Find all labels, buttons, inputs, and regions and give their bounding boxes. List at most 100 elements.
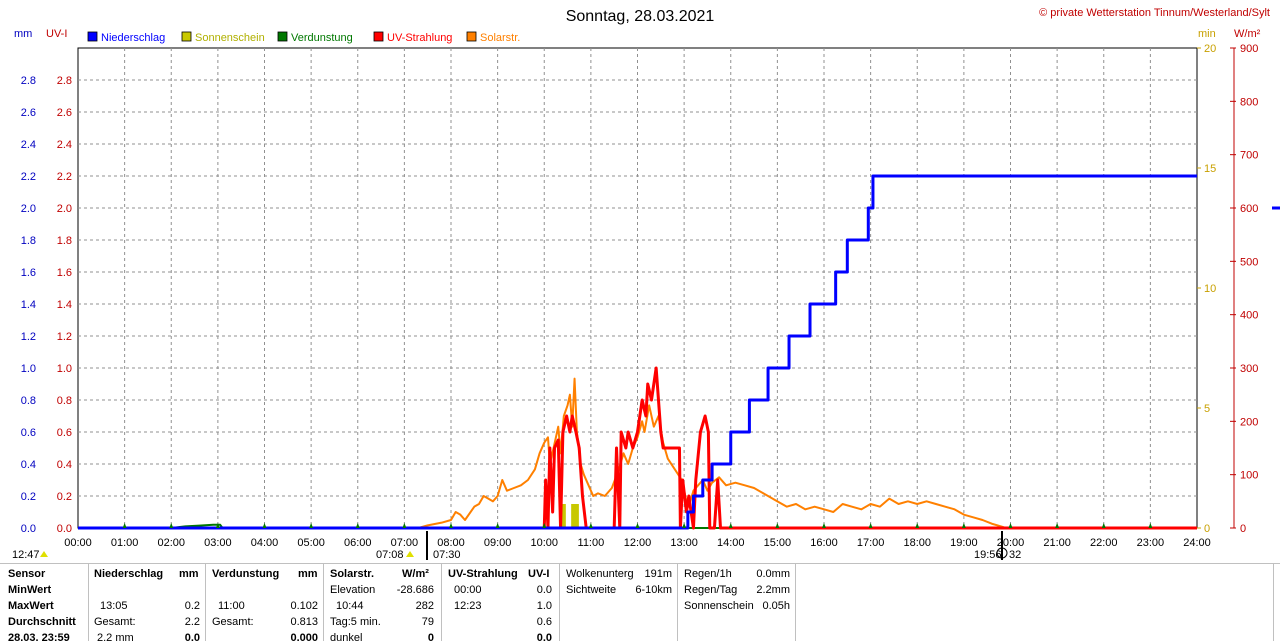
baseline-marker [1055, 523, 1060, 528]
baseline-marker [961, 523, 966, 528]
series-line-uvstrahlung [78, 366, 1197, 530]
baseline-marker [262, 523, 267, 528]
x-tick-label: 17:00 [857, 537, 885, 549]
niederschlag-header: Niederschlag [94, 568, 164, 580]
baseline-marker [868, 523, 873, 528]
sunshine-bar [571, 504, 576, 528]
y-tick-label-min: 0 [1204, 523, 1210, 535]
solar-elevation-value: -28.686 [396, 584, 434, 596]
y-tick-label-uvi: 1.2 [57, 331, 72, 343]
y-tick-label-mm: 1.0 [21, 363, 36, 375]
row-label-min: MinWert [8, 584, 52, 596]
unit-label-uvi: UV-I [46, 28, 67, 40]
x-tick-label: 07:00 [391, 537, 419, 549]
y-tick-label-wm2: 0 [1240, 523, 1246, 535]
uv-avg-value: 0.6 [536, 616, 552, 628]
sonnenschein-label: Sonnenschein [684, 600, 754, 612]
verdunstung-unit: mm [298, 568, 318, 580]
legend-label: Niederschlag [101, 32, 165, 44]
uv-min-value: 0.0 [536, 584, 552, 596]
y-tick-label-mm: 0.4 [21, 459, 36, 471]
sunset-time-label: 19:56 [974, 549, 1002, 561]
table-separator [677, 563, 678, 641]
y-tick-label-mm: 1.6 [21, 267, 36, 279]
y-tick-label-uvi: 0.6 [57, 427, 72, 439]
table-separator [795, 563, 796, 641]
uv-max-time: 12:23 [454, 600, 482, 612]
uv-min-time: 00:00 [454, 584, 482, 596]
solar-header: Solarstr. [330, 568, 375, 580]
series-line-niederschlag [78, 174, 1197, 530]
table-separator [88, 563, 89, 641]
solar-day-label: Tag:5 min. [330, 616, 381, 628]
uv-header: UV-Strahlung [448, 568, 518, 580]
y-tick-label-uvi: 2.8 [57, 75, 72, 87]
sunrise-icon [406, 551, 414, 557]
row-label-avg: Durchschnitt [8, 616, 76, 628]
baseline-marker [915, 523, 920, 528]
sunshine-bar [561, 504, 566, 528]
x-tick-label: 21:00 [1043, 537, 1071, 549]
baseline-marker [122, 523, 127, 528]
row-label-current: 28.03. 23:59 [8, 632, 70, 644]
y-tick-label-wm2: 700 [1240, 150, 1258, 162]
niederschlag-unit: mm [179, 568, 199, 580]
row-label-max: MaxWert [8, 600, 54, 612]
regen-tag-value: 2.2mm [756, 584, 790, 596]
niederschlag-current-sum: 2.2 mm [97, 632, 134, 644]
weather-chart: Sonntag, 28.03.2021 © private Wetterstati… [12, 7, 1280, 561]
baseline-marker [169, 523, 174, 528]
baseline-marker [402, 523, 407, 528]
y-tick-label-mm: 2.8 [21, 75, 36, 87]
y-tick-label-mm: 0.8 [21, 395, 36, 407]
y-tick-label-min: 20 [1204, 43, 1216, 55]
legend-label: UV-Strahlung [387, 32, 452, 44]
niederschlag-max-time: 13:05 [100, 600, 128, 612]
y-tick-label-wm2: 100 [1240, 470, 1258, 482]
niederschlag-max-value: 0.2 [184, 600, 200, 612]
x-tick-label: 23:00 [1137, 537, 1165, 549]
regen-1h-value: 0.0mm [756, 568, 790, 580]
x-tick-label: 16:00 [810, 537, 838, 549]
y-tick-label-wm2: 300 [1240, 363, 1258, 375]
y-tick-label-uvi: 1.0 [57, 363, 72, 375]
y-tick-label-uvi: 0.0 [57, 523, 72, 535]
legend-label: Solarstr. [480, 32, 520, 44]
solar-max-time: 10:44 [336, 600, 364, 612]
y-tick-label-uvi: 0.2 [57, 491, 72, 503]
y-tick-label-uvi: 2.6 [57, 107, 72, 119]
legend-label: Sonnenschein [195, 32, 265, 44]
legend-label: Verdunstung [291, 32, 353, 44]
y-tick-label-mm: 2.4 [21, 139, 36, 151]
legend-swatch [466, 31, 477, 42]
legend-swatch [181, 31, 192, 42]
baseline-marker [215, 523, 220, 528]
sun-icon [40, 551, 48, 557]
x-tick-label: 06:00 [344, 537, 372, 549]
y-tick-label-mm: 2.2 [21, 171, 36, 183]
unit-label-min: min [1198, 28, 1216, 40]
table-separator [205, 563, 206, 641]
baseline-marker [449, 523, 453, 528]
x-tick-label: 20:00 [997, 537, 1025, 549]
y-tick-label-wm2: 500 [1240, 256, 1258, 268]
y-tick-label-mm: 0.6 [21, 427, 36, 439]
verdunstung-current-value: 0.000 [290, 632, 318, 644]
verdunstung-max-value: 0.102 [290, 600, 318, 612]
noon-time-label: 12:47 [12, 549, 40, 561]
unit-label-wm2: W/m² [1234, 28, 1261, 40]
x-tick-label: 14:00 [717, 537, 745, 549]
y-tick-label-wm2: 400 [1240, 310, 1258, 322]
sichtweite-value: 6-10km [635, 584, 672, 596]
x-tick-label: 12:00 [624, 537, 652, 549]
solar-day-value: 79 [421, 616, 434, 628]
sunrise-time-label: 07:08 [376, 549, 404, 561]
verdunstung-max-time: 11:00 [218, 600, 245, 612]
y-tick-label-mm: 0.2 [21, 491, 36, 503]
verdunstung-header: Verdunstung [212, 568, 280, 580]
legend-swatch [373, 31, 384, 42]
x-tick-label: 13:00 [670, 537, 698, 549]
y-tick-label-min: 15 [1204, 163, 1216, 175]
legend-swatch [277, 31, 288, 42]
x-tick-label: 18:00 [903, 537, 931, 549]
